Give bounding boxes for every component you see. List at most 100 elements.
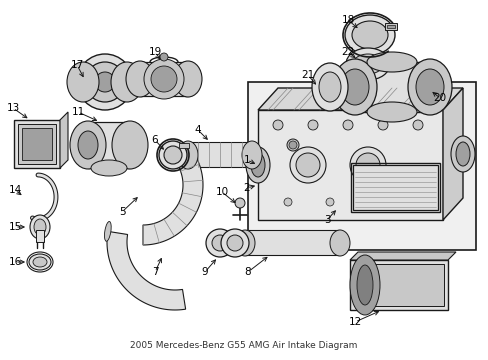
Ellipse shape xyxy=(29,254,51,270)
Text: 2: 2 xyxy=(243,183,250,193)
Ellipse shape xyxy=(346,48,389,80)
Ellipse shape xyxy=(318,72,340,102)
Ellipse shape xyxy=(351,21,387,49)
Ellipse shape xyxy=(159,141,186,169)
Ellipse shape xyxy=(289,147,325,183)
Ellipse shape xyxy=(111,62,142,102)
Ellipse shape xyxy=(78,131,98,159)
Bar xyxy=(179,143,189,148)
Ellipse shape xyxy=(70,121,106,169)
Text: 22: 22 xyxy=(341,47,354,57)
Polygon shape xyxy=(244,230,339,255)
Ellipse shape xyxy=(104,221,111,241)
Ellipse shape xyxy=(307,120,317,130)
Bar xyxy=(350,163,439,212)
Ellipse shape xyxy=(352,54,382,74)
Polygon shape xyxy=(14,120,60,168)
Ellipse shape xyxy=(366,102,416,122)
Text: 19: 19 xyxy=(148,47,162,57)
Polygon shape xyxy=(60,112,68,168)
Bar xyxy=(384,23,396,30)
Ellipse shape xyxy=(407,59,451,115)
Ellipse shape xyxy=(178,141,198,169)
Polygon shape xyxy=(107,231,185,310)
Ellipse shape xyxy=(288,141,296,149)
Ellipse shape xyxy=(212,235,227,251)
Bar xyxy=(386,25,394,28)
Ellipse shape xyxy=(272,120,283,130)
Ellipse shape xyxy=(226,235,243,251)
Ellipse shape xyxy=(455,142,469,166)
Ellipse shape xyxy=(91,160,127,176)
Polygon shape xyxy=(83,66,127,98)
Text: 1: 1 xyxy=(243,155,250,165)
Text: 18: 18 xyxy=(341,15,354,25)
Text: 4: 4 xyxy=(194,125,201,135)
Polygon shape xyxy=(258,110,442,220)
Ellipse shape xyxy=(367,198,375,206)
Text: 10: 10 xyxy=(215,187,228,197)
Text: 12: 12 xyxy=(347,317,361,327)
Ellipse shape xyxy=(235,198,244,208)
Text: 8: 8 xyxy=(244,267,251,277)
Ellipse shape xyxy=(284,198,291,206)
Ellipse shape xyxy=(250,153,264,177)
Polygon shape xyxy=(18,124,56,164)
Polygon shape xyxy=(142,150,203,245)
Ellipse shape xyxy=(85,62,125,102)
Text: 9: 9 xyxy=(201,267,208,277)
Polygon shape xyxy=(22,128,52,160)
Ellipse shape xyxy=(355,153,379,177)
Ellipse shape xyxy=(286,139,298,151)
Ellipse shape xyxy=(409,198,417,206)
Ellipse shape xyxy=(349,255,379,315)
Text: 5: 5 xyxy=(119,207,125,217)
Polygon shape xyxy=(354,62,429,112)
Bar xyxy=(247,82,475,250)
Ellipse shape xyxy=(242,141,262,169)
Ellipse shape xyxy=(295,153,319,177)
Ellipse shape xyxy=(345,15,394,55)
Ellipse shape xyxy=(245,147,269,183)
Ellipse shape xyxy=(95,72,115,92)
Ellipse shape xyxy=(112,121,148,169)
Ellipse shape xyxy=(174,61,202,97)
Ellipse shape xyxy=(340,69,368,105)
Ellipse shape xyxy=(160,53,168,61)
Polygon shape xyxy=(349,260,447,310)
Ellipse shape xyxy=(412,120,422,130)
Ellipse shape xyxy=(377,120,387,130)
Text: 2005 Mercedes-Benz G55 AMG Air Intake Diagram: 2005 Mercedes-Benz G55 AMG Air Intake Di… xyxy=(130,341,357,350)
Ellipse shape xyxy=(349,147,385,183)
Ellipse shape xyxy=(235,230,254,256)
Text: 6: 6 xyxy=(151,135,158,145)
Ellipse shape xyxy=(33,257,47,267)
Text: 20: 20 xyxy=(432,93,446,103)
Text: 11: 11 xyxy=(71,107,84,117)
Text: 13: 13 xyxy=(6,103,20,113)
Polygon shape xyxy=(353,264,443,306)
Text: 16: 16 xyxy=(8,257,21,267)
Text: 7: 7 xyxy=(151,267,158,277)
Text: 17: 17 xyxy=(70,60,83,70)
Polygon shape xyxy=(258,88,462,110)
Text: 21: 21 xyxy=(301,70,314,80)
Ellipse shape xyxy=(332,59,376,115)
Text: 15: 15 xyxy=(8,222,21,232)
Ellipse shape xyxy=(143,59,183,99)
Text: 3: 3 xyxy=(323,215,329,225)
Bar xyxy=(352,165,437,210)
Polygon shape xyxy=(442,88,462,220)
Ellipse shape xyxy=(415,69,443,105)
Ellipse shape xyxy=(342,120,352,130)
Ellipse shape xyxy=(34,219,46,235)
Text: 14: 14 xyxy=(8,185,21,195)
Ellipse shape xyxy=(325,198,333,206)
Ellipse shape xyxy=(77,54,133,110)
Ellipse shape xyxy=(366,52,416,72)
Polygon shape xyxy=(349,252,455,260)
Ellipse shape xyxy=(205,229,234,257)
Polygon shape xyxy=(187,142,251,167)
Ellipse shape xyxy=(356,265,372,305)
Ellipse shape xyxy=(126,61,154,97)
